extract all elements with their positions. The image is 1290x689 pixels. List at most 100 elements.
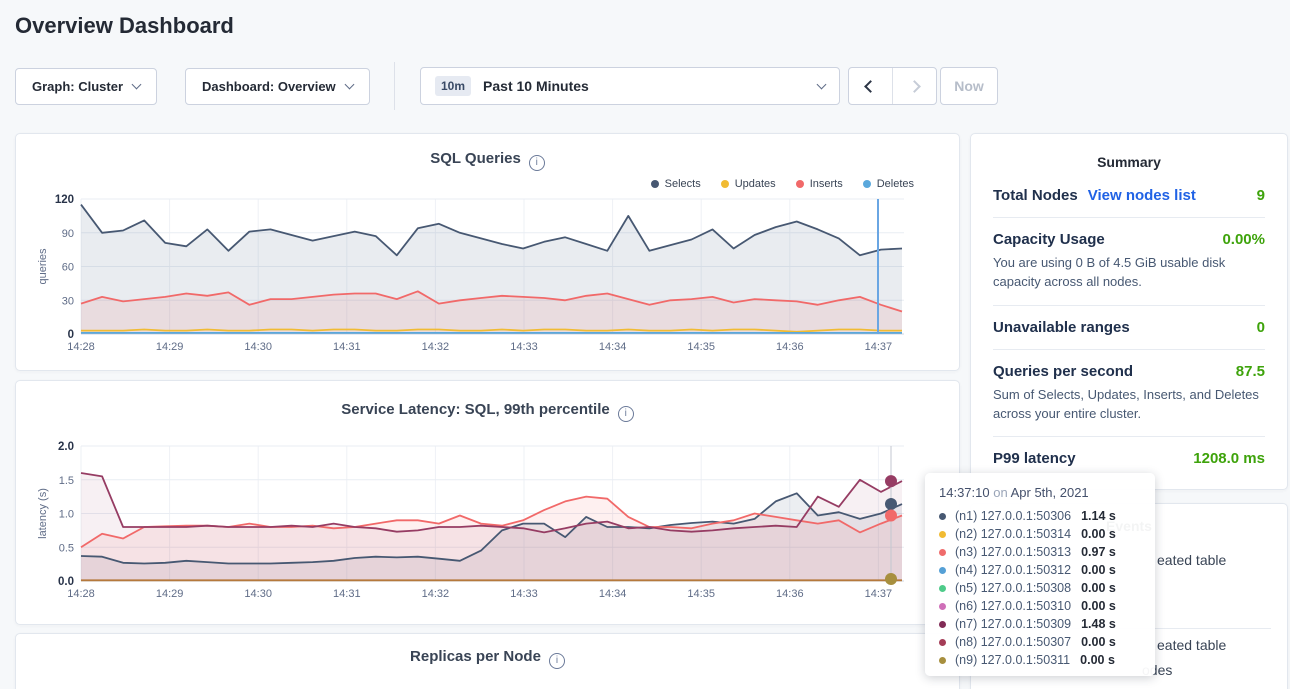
- svg-text:14:31: 14:31: [333, 341, 361, 353]
- svg-text:14:33: 14:33: [510, 588, 538, 600]
- graph-dropdown[interactable]: Graph: Cluster: [15, 68, 158, 105]
- svg-text:0: 0: [68, 329, 74, 341]
- chart-hover-tooltip: 14:37:10 on Apr 5th, 2021 (n1) 127.0.0.1…: [925, 473, 1155, 676]
- summary-title: Summary: [1097, 154, 1161, 170]
- chevron-down-icon: [816, 79, 827, 89]
- svg-text:14:34: 14:34: [599, 588, 627, 600]
- svg-text:14:35: 14:35: [687, 341, 715, 353]
- qps-value: 87.5: [1235, 362, 1265, 380]
- svg-text:2.0: 2.0: [58, 441, 74, 453]
- time-next-button[interactable]: [892, 68, 936, 104]
- series-fill: [81, 496, 902, 581]
- toolbar-divider: [394, 62, 395, 110]
- p99-latency-value: 1208.0 ms: [1193, 450, 1265, 468]
- node-dot-icon: [939, 602, 946, 610]
- page-title: Overview Dashboard: [15, 13, 234, 38]
- svg-text:1.0: 1.0: [59, 509, 74, 521]
- p99-latency-label: P99 latency: [993, 450, 1076, 468]
- info-icon[interactable]: i: [617, 406, 634, 422]
- summary-row-capacity: Capacity Usage 0.00% You are using 0 B o…: [993, 217, 1265, 305]
- summary-row-qps: Queries per second 87.5 Sum of Selects, …: [993, 348, 1265, 437]
- sql-queries-title: SQL Queries i: [16, 150, 959, 171]
- summary-row-p99: P99 latency 1208.0 ms: [993, 436, 1265, 480]
- svg-text:14:30: 14:30: [244, 588, 272, 600]
- legend-dot-icon: [862, 180, 871, 188]
- series-line-inserts: [80, 290, 903, 313]
- tooltip-rows: (n1) 127.0.0.1:50306 1.14 s (n2) 127.0.0.1…: [939, 507, 1141, 669]
- svg-text:14:30: 14:30: [244, 341, 272, 353]
- tooltip-row: (n2) 127.0.0.1:50314 0.00 s: [939, 525, 1141, 543]
- graph-dropdown-label: Graph: Cluster: [32, 79, 124, 94]
- time-prev-button[interactable]: [849, 68, 892, 104]
- info-icon[interactable]: i: [528, 155, 545, 171]
- svg-text:14:37: 14:37: [865, 341, 893, 353]
- svg-text:14:37: 14:37: [865, 588, 893, 600]
- chevron-down-icon: [344, 79, 355, 90]
- time-nav-group: [848, 67, 937, 105]
- series-line--n1-127-0-0-1-50306: [80, 492, 903, 565]
- time-range-label: Past 10 Minutes: [483, 78, 589, 94]
- svg-text:queries: queries: [37, 248, 49, 285]
- view-nodes-list-link[interactable]: View nodes list: [1087, 187, 1196, 204]
- summary-row-unavailable: Unavailable ranges 0: [993, 304, 1265, 349]
- legend-dot-icon: [795, 180, 804, 188]
- svg-text:14:28: 14:28: [67, 588, 95, 600]
- service-latency-chart[interactable]: 0.0 0.5 1.0 1.5 2.0 14:28 14:29 14:30 14:31 14:32…: [36, 439, 941, 607]
- dashboard-dropdown[interactable]: Dashboard: Overview: [185, 68, 370, 105]
- tooltip-timestamp: 14:37:10 on Apr 5th, 2021: [939, 485, 1089, 500]
- svg-text:14:29: 14:29: [156, 588, 184, 600]
- svg-text:14:33: 14:33: [510, 341, 538, 353]
- legend-item-selects: Selects: [650, 178, 701, 190]
- node-dot-icon: [939, 512, 946, 520]
- time-range-dropdown[interactable]: 10m Past 10 Minutes: [420, 67, 840, 105]
- summary-row-total-nodes: Total Nodes View nodes list 9: [993, 174, 1265, 217]
- info-icon[interactable]: i: [548, 653, 565, 669]
- qps-label: Queries per second: [993, 362, 1134, 380]
- total-nodes-value: 9: [1256, 187, 1265, 204]
- tooltip-row: (n8) 127.0.0.1:50307 0.00 s: [939, 633, 1141, 651]
- legend-item-deletes: Deletes: [862, 178, 914, 190]
- series-line-updates: [81, 328, 902, 333]
- svg-text:30: 30: [62, 295, 74, 307]
- svg-text:14:34: 14:34: [599, 341, 627, 353]
- svg-text:0.5: 0.5: [59, 542, 74, 554]
- series-line--n7-127-0-0-1-50309: [80, 472, 903, 534]
- replicas-per-node-card: Replicas per Node i: [15, 633, 960, 689]
- capacity-usage-desc: You are using 0 B of 4.5 GiB usable disk…: [993, 255, 1226, 289]
- svg-text:60: 60: [62, 262, 74, 274]
- tooltip-row: (n7) 127.0.0.1:50309 1.48 s: [939, 615, 1141, 633]
- svg-text:14:32: 14:32: [422, 341, 450, 353]
- time-range-badge: 10m: [435, 76, 472, 96]
- now-button[interactable]: Now: [940, 67, 998, 105]
- unavailable-ranges-value: 0: [1256, 318, 1265, 336]
- series-line-selects: [80, 204, 903, 257]
- qps-desc: Sum of Selects, Updates, Inserts, and De…: [993, 386, 1259, 421]
- legend-dot-icon: [720, 180, 729, 188]
- series-fill: [81, 493, 902, 581]
- event-text-fragment: eated table: [1157, 637, 1227, 653]
- tooltip-row: (n5) 127.0.0.1:50308 0.00 s: [939, 579, 1141, 597]
- svg-text:14:36: 14:36: [776, 588, 804, 600]
- svg-text:latency (s): latency (s): [37, 488, 49, 539]
- legend-dot-icon: [650, 180, 659, 188]
- svg-text:14:28: 14:28: [67, 341, 95, 353]
- svg-text:90: 90: [62, 228, 74, 240]
- tooltip-row: (n1) 127.0.0.1:50306 1.14 s: [939, 507, 1141, 525]
- chart-legend: Selects Updates Inserts Deletes: [650, 178, 914, 190]
- tooltip-row: (n6) 127.0.0.1:50310 0.00 s: [939, 597, 1141, 615]
- node-dot-icon: [939, 566, 946, 574]
- svg-text:14:35: 14:35: [687, 588, 715, 600]
- node-dot-icon: [939, 584, 946, 592]
- svg-text:1.5: 1.5: [59, 475, 74, 487]
- total-nodes-label: Total Nodes: [993, 187, 1078, 204]
- svg-text:14:36: 14:36: [776, 341, 804, 353]
- series-fill: [81, 204, 902, 334]
- capacity-usage-value: 0.00%: [1222, 231, 1265, 248]
- sql-queries-chart[interactable]: 0 30 60 90 120 14:28 14:29 14:30 14:31 14:32 14:33…: [36, 192, 941, 360]
- tooltip-row: (n9) 127.0.0.1:50311 0.00 s: [939, 651, 1141, 669]
- svg-text:14:31: 14:31: [333, 588, 361, 600]
- legend-item-inserts: Inserts: [795, 178, 843, 190]
- hover-dot: [885, 475, 897, 488]
- svg-text:14:32: 14:32: [422, 588, 450, 600]
